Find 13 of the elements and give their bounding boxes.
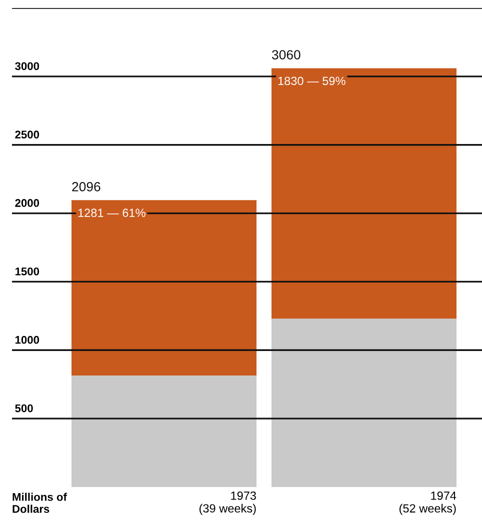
text: Millions of Dollars — [12, 492, 67, 513]
y-tick-label: 2000 — [15, 199, 40, 207]
x-tick-label: 1974 (52 weeks) — [400, 491, 456, 515]
total-label: 2096 — [72, 182, 100, 192]
x-tick-label: 1973 (39 weeks) — [200, 491, 256, 515]
y-tick-label: 1500 — [15, 267, 40, 276]
data-label: 1830 — 59% — [278, 76, 346, 86]
y-tick-label: 2500 — [15, 130, 40, 138]
y-tick-label: 3000 — [15, 62, 40, 70]
total-label: 3060 — [272, 50, 300, 60]
y-tick-label: 500 — [15, 404, 33, 412]
data-label: 1281 — 61% — [78, 208, 146, 218]
y-tick-label: 1000 — [15, 336, 40, 344]
